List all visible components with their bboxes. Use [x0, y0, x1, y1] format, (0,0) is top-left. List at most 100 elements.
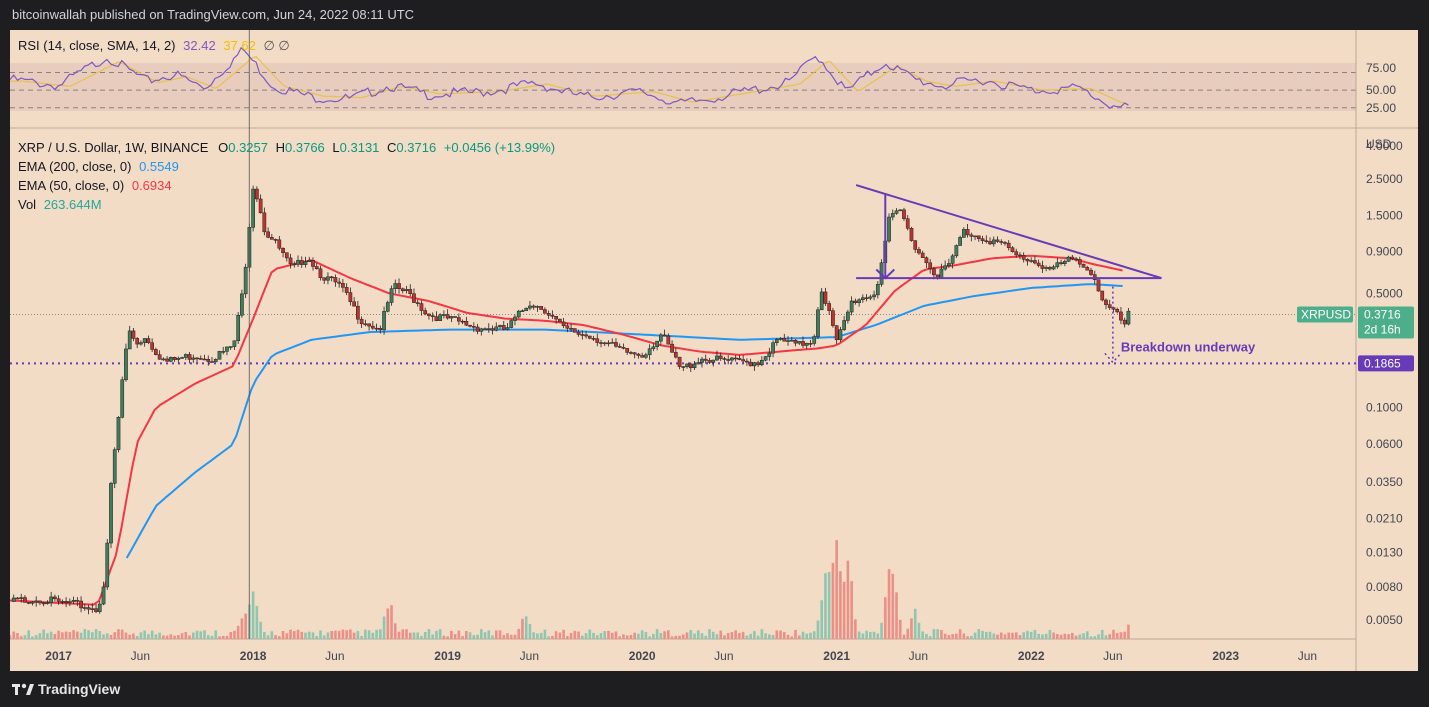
- symbol-price-tag[interactable]: XRPUSD 0.3716 2d 16h: [1297, 306, 1414, 339]
- candle-body: [887, 216, 891, 242]
- volume-bar: [513, 634, 517, 639]
- volume-bar: [711, 631, 715, 639]
- volume-bar: [188, 635, 191, 639]
- volume-bar: [349, 629, 352, 639]
- candle-body: [636, 353, 641, 356]
- volume-bar: [693, 633, 696, 639]
- candle-body: [82, 607, 87, 609]
- volume-bar: [1108, 634, 1112, 639]
- candle-body: [112, 449, 117, 484]
- candle-body: [561, 321, 566, 326]
- candle-body: [266, 231, 270, 238]
- rsi-band: [10, 63, 1356, 111]
- volume-bar: [551, 635, 554, 639]
- candle-body: [722, 358, 727, 360]
- candle-body: [905, 218, 910, 229]
- candle-body: [19, 597, 24, 599]
- support-price-tag[interactable]: 0.1865: [1358, 355, 1414, 372]
- candle-body: [763, 356, 768, 361]
- volume-bar: [266, 635, 270, 639]
- candle-body: [696, 362, 701, 365]
- candle-body: [479, 328, 484, 332]
- candle-body: [79, 600, 83, 609]
- volume-bar: [124, 632, 128, 639]
- tradingview-logo[interactable]: TradingView: [12, 681, 120, 697]
- price-chart[interactable]: 75.00 50.00 25.00 USD 4.0000 2.5000 1.5000 0.…: [10, 30, 1418, 671]
- candle-body: [834, 325, 839, 341]
- descending-triangle[interactable]: [855, 184, 1162, 280]
- volume-bar: [341, 629, 345, 639]
- volume-bar: [345, 630, 348, 639]
- volume-bar: [809, 632, 812, 639]
- candle-body: [240, 293, 244, 316]
- volume-bar: [936, 629, 939, 639]
- volume-bar: [364, 629, 367, 639]
- volume-bar: [416, 632, 420, 639]
- volume-bar: [304, 632, 307, 639]
- candle-body: [150, 342, 154, 350]
- volume-bar: [973, 632, 977, 639]
- volume-bar: [827, 572, 831, 639]
- volume-bar: [446, 636, 449, 639]
- breakdown-annotation[interactable]: Breakdown underway: [1121, 340, 1256, 355]
- candle-body: [341, 283, 345, 288]
- candle-body: [94, 608, 98, 612]
- chart-panel[interactable]: 75.00 50.00 25.00 USD 4.0000 2.5000 1.5000 0.…: [10, 30, 1418, 671]
- volume-bar: [442, 635, 446, 639]
- low-value: 0.3131: [339, 140, 380, 155]
- candle-body: [857, 299, 861, 303]
- candle-body: [1033, 260, 1037, 264]
- candle-body: [202, 358, 207, 361]
- price-tick-label: 0.0130: [1366, 545, 1403, 559]
- volume-bar: [117, 629, 120, 639]
- ema50-label: EMA (50, close, 0): [18, 178, 125, 193]
- rsi-tick-label: 75.00: [1366, 61, 1396, 75]
- volume-bar: [195, 630, 199, 639]
- volume-bars: [10, 540, 1130, 639]
- volume-bar: [61, 632, 64, 639]
- volume-bar: [337, 630, 341, 639]
- volume-bar: [285, 633, 289, 639]
- volume-bar: [203, 630, 206, 639]
- candle-body: [846, 311, 850, 321]
- volume-bar: [1044, 633, 1048, 639]
- volume-bar: [109, 634, 113, 639]
- volume-bar: [588, 629, 592, 639]
- volume-bar: [1063, 633, 1067, 639]
- candle-body: [733, 357, 738, 360]
- candle-body: [1055, 262, 1060, 268]
- volume-bar: [667, 630, 670, 639]
- volume-bar: [812, 631, 816, 639]
- candle-body: [584, 334, 588, 337]
- candle-body: [950, 255, 955, 264]
- volume-bar: [981, 630, 984, 639]
- candle-body: [647, 348, 652, 356]
- volume-bar: [386, 608, 390, 639]
- volume-bar: [322, 635, 326, 639]
- volume-bar: [842, 581, 846, 639]
- volume-bar: [76, 631, 79, 639]
- volume-bar: [16, 633, 19, 639]
- candle-body: [97, 603, 102, 612]
- volume-bar: [876, 633, 880, 639]
- candle-body: [894, 210, 899, 214]
- candle-body: [688, 363, 693, 369]
- volume-bar: [756, 635, 760, 639]
- volume-bar: [42, 629, 45, 639]
- candle-body: [793, 340, 798, 344]
- candle-body: [771, 342, 775, 354]
- candle-body: [1074, 258, 1078, 261]
- candle-body: [124, 348, 128, 381]
- candle-body: [1107, 304, 1112, 308]
- candle-body: [625, 348, 630, 353]
- volume-bar: [816, 620, 820, 639]
- candle-body: [999, 241, 1004, 243]
- candle-body: [273, 239, 278, 241]
- volume-bar: [749, 633, 752, 639]
- volume-bar: [977, 629, 981, 639]
- volume-bar: [1100, 629, 1104, 639]
- candle-body: [176, 358, 181, 360]
- candle-body: [359, 318, 364, 325]
- candle-body: [198, 358, 203, 360]
- candle-body: [131, 330, 136, 339]
